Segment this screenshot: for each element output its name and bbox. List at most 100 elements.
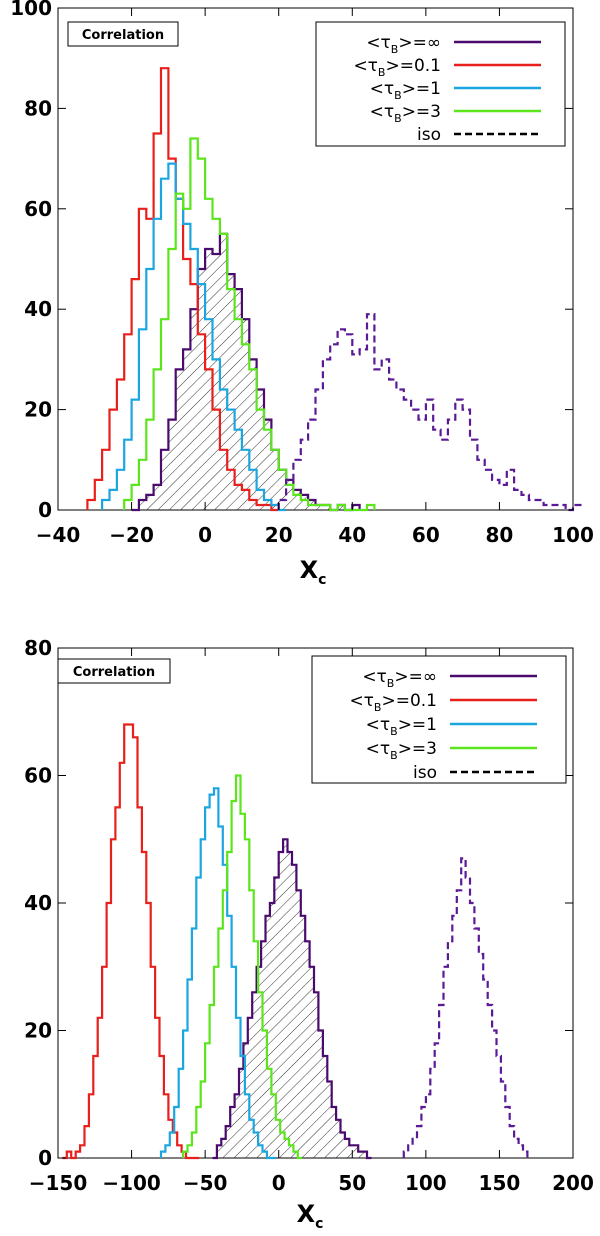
x-tick-label: 50 — [338, 1171, 366, 1195]
bar-iso-5 — [426, 1094, 430, 1158]
bar-inf-17 — [287, 852, 292, 1158]
bar-iso-16 — [396, 390, 403, 511]
x-tick-label: −150 — [29, 1171, 88, 1195]
bar-b1-9 — [201, 839, 205, 1158]
bar-iso-24 — [455, 400, 462, 510]
series-b3 — [182, 774, 303, 1160]
bar-b01-15 — [129, 725, 133, 1159]
bar-inf-20 — [300, 915, 306, 1159]
legend-item-iso: iso — [417, 125, 541, 145]
x-tick-label: −20 — [109, 523, 154, 547]
legend-item-b1: <τB>=1 — [366, 715, 537, 738]
bar-inf-16 — [283, 839, 288, 1159]
bar-inf-13 — [227, 274, 235, 510]
bar-iso-12 — [457, 890, 461, 1158]
bar-iso-8 — [338, 329, 345, 510]
outline-b1 — [101, 162, 287, 512]
legend-label: <τB>=3 — [370, 102, 441, 125]
bar-inf-28 — [336, 1119, 341, 1159]
bar-iso-28 — [485, 470, 492, 510]
legend-item-b01: <τB>=0.1 — [353, 56, 541, 79]
bar-iso-34 — [529, 500, 536, 510]
badge-label: Correlation — [73, 665, 155, 680]
chart-bottom: −150 −100 −50 0 50 100 150 200 0 20 40 60 80 Correla… — [24, 636, 594, 1232]
bar-b01-0 — [87, 500, 94, 510]
bar-iso-14 — [382, 359, 389, 510]
badge-label: Correlation — [82, 28, 164, 43]
y-tick-label: 0 — [38, 498, 52, 522]
bar-inf-9 — [252, 992, 257, 1159]
bar-iso-17 — [404, 400, 411, 510]
bar-iso-22 — [441, 440, 448, 510]
bar-inf-4 — [161, 449, 169, 510]
bar-iso-10 — [352, 354, 359, 510]
bar-b01-17 — [138, 807, 142, 1158]
y-tick-label: 80 — [24, 636, 52, 660]
bar-b01-9 — [154, 134, 161, 511]
bar-iso-32 — [514, 490, 521, 510]
outline-inf — [212, 838, 372, 1160]
bar-iso-7 — [435, 1043, 439, 1158]
legend-label: <τB>=∞ — [362, 667, 437, 690]
bar-b01-14 — [124, 725, 128, 1159]
y-tick-label: 20 — [24, 398, 52, 422]
bar-iso-33 — [522, 495, 529, 510]
bar-inf-2 — [221, 1138, 226, 1158]
bar-iso-14 — [466, 878, 470, 1159]
legend-item-b1: <τB>=1 — [370, 79, 541, 102]
bar-iso-5 — [316, 390, 323, 511]
series-b01 — [62, 723, 200, 1160]
outline-b01 — [62, 723, 200, 1160]
outline-b3 — [182, 774, 303, 1160]
bar-inf-25 — [322, 1056, 328, 1158]
series-inf — [212, 838, 372, 1160]
bar-inf-8 — [190, 309, 198, 510]
legend-item-inf: <τB>=∞ — [366, 33, 541, 56]
bar-inf-30 — [352, 505, 360, 510]
bar-inf-34 — [362, 1151, 367, 1158]
bar-inf-20 — [278, 469, 287, 510]
series-b3 — [123, 137, 376, 512]
bar-iso-27 — [477, 460, 484, 510]
bar-b3-9 — [223, 890, 227, 1158]
legend-label: <τB>=1 — [366, 715, 437, 738]
bar-iso-7 — [330, 344, 337, 510]
bar-inf-24 — [318, 1030, 323, 1158]
bar-b1-13 — [218, 827, 222, 1159]
y-tick-label: 40 — [24, 891, 52, 915]
bar-iso-18 — [411, 410, 418, 510]
bar-inf-6 — [239, 1068, 244, 1159]
x-tick-label: 20 — [265, 523, 293, 547]
x-tick-label: −40 — [36, 523, 81, 547]
y-tick-label: 60 — [24, 764, 52, 788]
bar-inf-1 — [216, 1145, 222, 1159]
legend-label: iso — [417, 125, 441, 145]
bar-inf-6 — [175, 369, 184, 510]
bar-iso-35 — [536, 500, 543, 510]
x-tick-label: 100 — [552, 523, 594, 547]
bar-iso-4 — [308, 420, 315, 510]
x-axis-title: Xc — [300, 556, 327, 588]
bar-b1-1 — [110, 490, 117, 510]
bar-inf-22 — [293, 489, 301, 510]
bar-inf-11 — [261, 941, 266, 1159]
bar-iso-9 — [345, 334, 352, 510]
outline-b1 — [159, 787, 276, 1160]
series-iso — [277, 313, 582, 512]
legend-item-b01: <τB>=0.1 — [349, 691, 537, 714]
legend-item-inf: <τB>=∞ — [362, 667, 537, 690]
legend-label: <τB>=1 — [370, 79, 441, 102]
bar-iso-22 — [501, 1082, 505, 1159]
y-tick-label: 80 — [24, 96, 52, 120]
bar-inf-10 — [205, 249, 213, 510]
bar-inf-25 — [315, 505, 323, 510]
bar-inf-26 — [327, 1081, 332, 1158]
bar-inf-15 — [241, 319, 250, 510]
histogram-layer — [86, 67, 582, 512]
series-b1 — [159, 787, 276, 1160]
bar-b01-7 — [139, 209, 146, 510]
series-b1 — [101, 162, 287, 512]
